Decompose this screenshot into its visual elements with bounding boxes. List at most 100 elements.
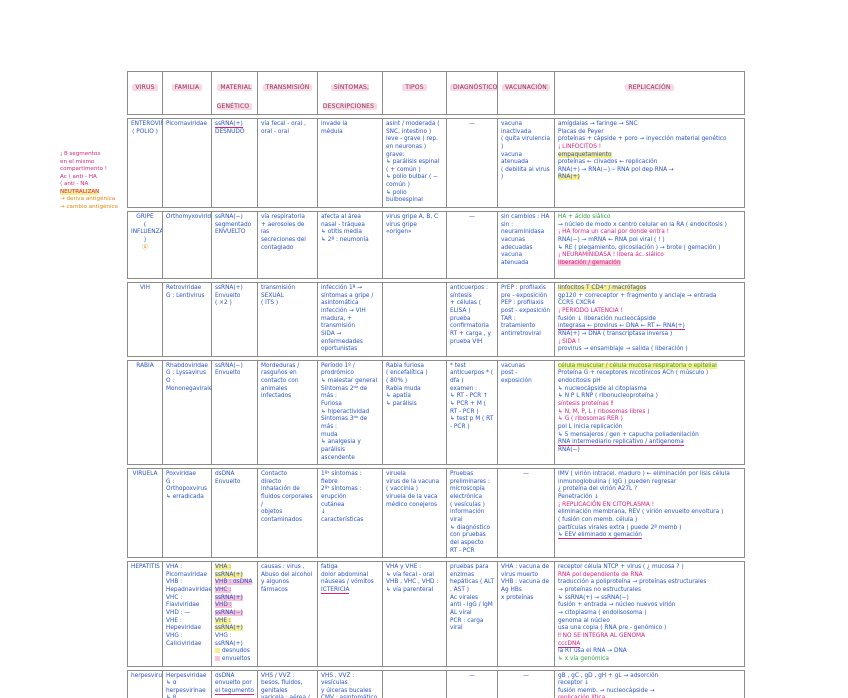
handwritten-text: —	[469, 214, 475, 221]
handwritten-text: VHB , VHC , VHD :	[386, 579, 439, 586]
cell-line: amígdalas → faringe → SNC	[558, 121, 741, 129]
handwritten-text: partículas virales extra ( puede 2ª memb…	[558, 524, 682, 531]
cell-line: PrEP : profilaxis	[501, 285, 551, 293]
cell-line: Ⓐ	[131, 245, 159, 253]
cell-line: ¡ SIDA !	[558, 339, 741, 347]
handwritten-text: proteínas ← clivados ← replicación	[558, 159, 658, 166]
handwritten-text: VHC : Flaviviridae	[166, 594, 200, 609]
cell-rabia-col2: ssRNA(−) Envuelto	[212, 359, 258, 466]
handwritten-text: —	[469, 121, 475, 127]
cell-line: VHC : Flaviviridae	[166, 595, 208, 610]
handwritten-text: * test anticuerpos * ( dfa )	[450, 362, 494, 385]
cell-line: cutánea	[321, 502, 379, 510]
handwritten-text: ( vaccinia )	[386, 486, 419, 493]
handwritten-text: ( ITS )	[261, 300, 279, 307]
cell-line: segmentado	[215, 222, 254, 230]
handwritten-text: post -	[501, 370, 518, 377]
handwritten-text: RT + carga , y prueba VIH	[450, 330, 491, 345]
cell-line: HEPATITIS	[131, 564, 160, 572]
handwritten-text: VHB : vacuna de	[501, 579, 550, 586]
cell-herpesvirus-col2: dsDNA envuelto por el tegumento	[212, 669, 258, 698]
handwritten-text: ↳ vía fecal - oral	[386, 571, 434, 578]
handwritten-text: Penetración ↓	[558, 494, 600, 501]
cell-line: virus gripe A, B, C	[386, 214, 443, 222]
handwritten-text: síntesis proteínas ‼	[558, 401, 614, 408]
cell-line: VHD : ssRNA(−)	[215, 602, 254, 617]
cell-line: fusión + entrada → núcleo nuevos virión	[558, 602, 741, 610]
cell-line: integrasa ← provirus ← DNA ← RT ← RNA(+)	[558, 323, 741, 331]
handwritten-text: VIRUELA	[132, 471, 158, 478]
cell-line: viruela	[386, 471, 443, 479]
header-label: FAMILIA	[171, 84, 203, 91]
cell-line: microscopía electrónica	[450, 486, 494, 501]
cell-line: y úlceras bucales	[321, 688, 379, 696]
handwritten-text: IMV ( virión intracel. maduro ) ← elimin…	[558, 471, 730, 478]
cell-line: vacunas adecuadas	[501, 237, 551, 252]
cell-line: RNA(−) → mRNA ← RNA pol viral ( ! )	[558, 237, 741, 245]
cell-line: ↳ hiperactividad	[321, 409, 379, 417]
cell-line: anti - IgG / IgM	[450, 602, 494, 610]
handwritten-text: TAR : tratamiento	[501, 315, 536, 330]
cell-line: y algunos fármacos	[261, 579, 314, 594]
cell-line: directo	[261, 479, 314, 487]
cell-line: ↳ erradicada	[166, 494, 208, 502]
cell-line: 1ºˢ síntomas : fiebre	[321, 471, 379, 486]
handwritten-text: genitales	[261, 687, 288, 694]
cell-line: post -	[501, 370, 551, 378]
cell-line: ↳ α herpesvirinae	[166, 680, 208, 695]
row-herpesvirus: herpesvirus Herpesviridae ↳ α herpesvirina…	[127, 669, 745, 698]
handwritten-text: → deriva antigénica	[60, 196, 116, 203]
handwritten-text: nasal - tráquea	[321, 221, 365, 228]
handwritten-text: Envuelto	[215, 370, 241, 377]
cell-line: fluidos corporales /	[261, 494, 314, 509]
cell-viruela-col4: 1ºˢ síntomas : fiebre 2ºˢ síntomas : erup…	[318, 468, 383, 559]
cell-line: desnudos	[215, 648, 254, 656]
cell-line: síntesis proteínas ‼	[558, 401, 741, 409]
handwritten-text: —	[469, 672, 475, 679]
cell-viruela-col2: dsDNA Envuelto	[212, 468, 258, 559]
cell-line: ( fusión con memb. célula )	[558, 517, 741, 525]
header-label: DIAGNÓSTICO	[450, 84, 497, 91]
cell-line: ↳ apatía	[386, 393, 443, 401]
cell-line: Período 1º / prodrómico	[321, 363, 379, 378]
cell-line: antirretroviral	[501, 331, 551, 339]
cell-line: —	[450, 121, 494, 129]
header-cell-1: FAMILIA	[163, 71, 212, 115]
handwritten-text: Envuelto	[215, 292, 241, 299]
handwritten-text: fusión + entrada → núcleo nuevos virión	[558, 602, 676, 609]
handwritten-text: asint / moderada ( SNC, intestino )	[386, 121, 440, 135]
cell-line: ( ITS )	[261, 300, 314, 308]
cell-line: ( vesículas )	[450, 502, 494, 510]
handwritten-text: infección → VIH madura, +	[321, 307, 366, 322]
cell-hepatitis-col8: receptor célula NTCP + virus ( ¿ mucosa …	[555, 561, 745, 667]
handwritten-text: ‼ NO SE INTEGRA AL GENOMA	[558, 632, 645, 639]
handwritten-text: ↳ erradicada	[166, 494, 204, 501]
header-label: TRANSMISIÓN	[262, 84, 313, 91]
cell-hepatitis-col0: HEPATITIS	[127, 561, 163, 667]
handwritten-text: ↳ N, M, P, L ( ribosomas libres )	[558, 408, 650, 415]
handwritten-text: linfocitos T CD4⁺ / macrófagos	[558, 285, 647, 292]
handwritten-text: —	[523, 672, 529, 679]
handwritten-text: compartimento !	[60, 166, 108, 173]
handwritten-text: envueltos	[222, 655, 251, 662]
handwritten-text: características	[321, 516, 364, 523]
handwritten-text: ⟨ anti - NA	[60, 181, 89, 188]
handwritten-text: VHS , VVZ : vesículas	[321, 672, 355, 687]
handwritten-text: ↳ otitis media	[321, 229, 362, 236]
cell-line: fatiga	[321, 564, 379, 572]
cell-line: asintomática	[321, 300, 379, 308]
cell-line: genoma al núcleo	[558, 618, 741, 626]
cell-line: VHB : dsDNA	[215, 579, 254, 587]
header-cell-4: SÍNTOMAS, DESCRIPCIONES	[318, 71, 383, 115]
handwritten-text: ↳ nucleocápside al citoplasma	[558, 385, 647, 392]
header-row: VIRUS FAMILIA MATERIAL GENÉTICO TRANSMISIÓN…	[127, 71, 745, 115]
cell-line: Contacto	[261, 471, 314, 479]
cell-line: ↳ EEV eliminado x gemación	[558, 532, 741, 540]
handwritten-text: VHD : —	[166, 610, 191, 617]
handwritten-text: RNA pol dependiente de RNA	[558, 571, 643, 578]
handwritten-text: ↳ 5 mensajeros / gen + capucha poliadeni…	[558, 431, 699, 438]
handwritten-text: dsDNA	[215, 672, 235, 679]
cell-line: afecta al área	[321, 214, 379, 222]
cell-line: vacunas	[501, 363, 551, 371]
handwritten-text: pruebas para enzimas	[450, 564, 489, 578]
